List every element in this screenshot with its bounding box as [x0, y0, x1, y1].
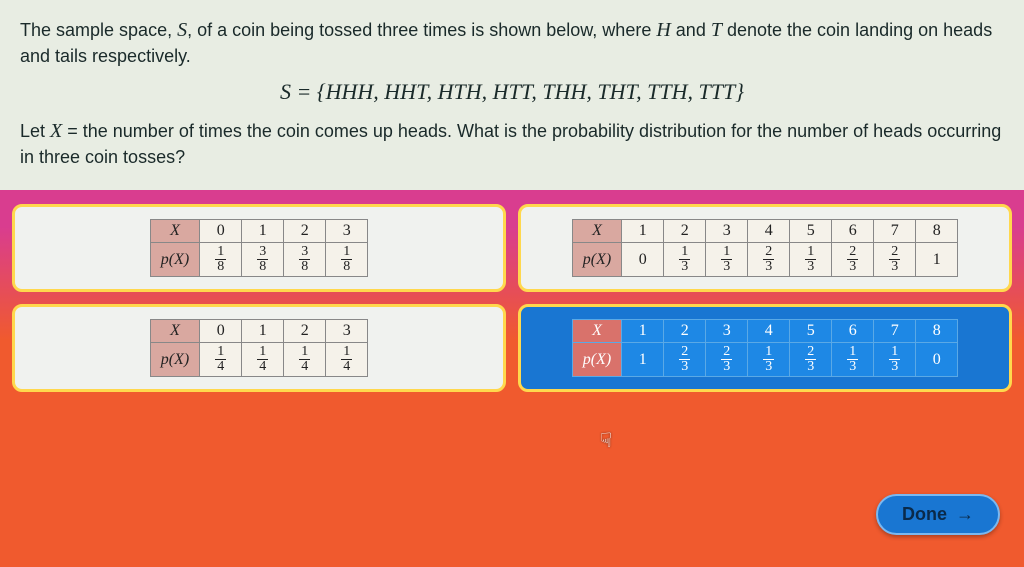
sample-space-formula: S = {HHH, HHT, HTH, HTT, THH, THT, TTH, … — [20, 79, 1004, 105]
p-value: 38 — [284, 243, 326, 277]
var-s: S — [177, 19, 187, 41]
p-value: 13 — [664, 243, 706, 277]
x-value: 1 — [242, 220, 284, 243]
answer-options: X0123p(X)18383818X12345678p(X)0131323132… — [0, 192, 1024, 404]
p-value: 18 — [326, 243, 368, 277]
p-value: 14 — [200, 343, 242, 377]
x-value: 4 — [748, 220, 790, 243]
row-label-x: X — [150, 320, 199, 343]
p-value: 14 — [326, 343, 368, 377]
x-value: 8 — [916, 320, 958, 343]
row-label-px: p(X) — [150, 343, 199, 377]
answer-option-4[interactable]: X12345678p(X)12323132313130 — [518, 304, 1012, 392]
text: The sample space, — [20, 20, 177, 40]
p-value: 23 — [874, 243, 916, 277]
x-value: 1 — [622, 220, 664, 243]
cursor-icon: ☟ — [600, 428, 612, 453]
x-value: 2 — [664, 320, 706, 343]
text: Let — [20, 121, 50, 141]
arrow-right-icon: → — [956, 504, 974, 524]
var-t: T — [711, 19, 722, 41]
x-value: 2 — [664, 220, 706, 243]
done-button[interactable]: Done → — [876, 494, 1000, 535]
x-value: 1 — [622, 320, 664, 343]
x-value: 3 — [706, 220, 748, 243]
x-value: 7 — [874, 320, 916, 343]
p-value: 1 — [916, 243, 958, 277]
x-value: 6 — [832, 220, 874, 243]
p-value: 14 — [242, 343, 284, 377]
x-value: 4 — [748, 320, 790, 343]
p-value: 23 — [664, 343, 706, 377]
distribution-table: X12345678p(X)12323132313130 — [572, 319, 958, 377]
p-value: 23 — [832, 243, 874, 277]
p-value: 0 — [622, 243, 664, 277]
x-value: 2 — [284, 320, 326, 343]
question-text-2: Let X = the number of times the coin com… — [20, 117, 1004, 170]
p-value: 0 — [916, 343, 958, 377]
p-value: 13 — [748, 343, 790, 377]
x-value: 8 — [916, 220, 958, 243]
x-value: 5 — [790, 320, 832, 343]
x-value: 7 — [874, 220, 916, 243]
x-value: 3 — [326, 320, 368, 343]
distribution-table: X0123p(X)18383818 — [150, 219, 368, 277]
x-value: 2 — [284, 220, 326, 243]
x-value: 0 — [200, 220, 242, 243]
question-text-1: The sample space, S, of a coin being tos… — [20, 16, 1004, 69]
p-value: 23 — [706, 343, 748, 377]
p-value: 13 — [832, 343, 874, 377]
text: and — [671, 20, 711, 40]
x-value: 6 — [832, 320, 874, 343]
p-value: 1 — [622, 343, 664, 377]
x-value: 3 — [706, 320, 748, 343]
p-value: 18 — [200, 243, 242, 277]
row-label-px: p(X) — [572, 343, 621, 377]
row-label-px: p(X) — [572, 243, 621, 277]
answer-option-2[interactable]: X12345678p(X)01313231323231 — [518, 204, 1012, 292]
p-value: 13 — [874, 343, 916, 377]
answer-option-3[interactable]: X0123p(X)14141414 — [12, 304, 506, 392]
p-value: 38 — [242, 243, 284, 277]
question-panel: The sample space, S, of a coin being tos… — [0, 0, 1024, 192]
p-value: 13 — [790, 243, 832, 277]
var-h: H — [656, 19, 670, 41]
p-value: 14 — [284, 343, 326, 377]
p-value: 13 — [706, 243, 748, 277]
row-label-px: p(X) — [150, 243, 199, 277]
distribution-table: X0123p(X)14141414 — [150, 319, 368, 377]
text: , of a coin being tossed three times is … — [187, 20, 656, 40]
x-value: 5 — [790, 220, 832, 243]
row-label-x: X — [572, 220, 621, 243]
x-value: 1 — [242, 320, 284, 343]
done-label: Done — [902, 504, 947, 524]
row-label-x: X — [150, 220, 199, 243]
row-label-x: X — [572, 320, 621, 343]
p-value: 23 — [748, 243, 790, 277]
text: = the number of times the coin comes up … — [20, 121, 1001, 167]
var-x: X — [50, 120, 62, 142]
distribution-table: X12345678p(X)01313231323231 — [572, 219, 958, 277]
answer-option-1[interactable]: X0123p(X)18383818 — [12, 204, 506, 292]
p-value: 23 — [790, 343, 832, 377]
x-value: 3 — [326, 220, 368, 243]
x-value: 0 — [200, 320, 242, 343]
